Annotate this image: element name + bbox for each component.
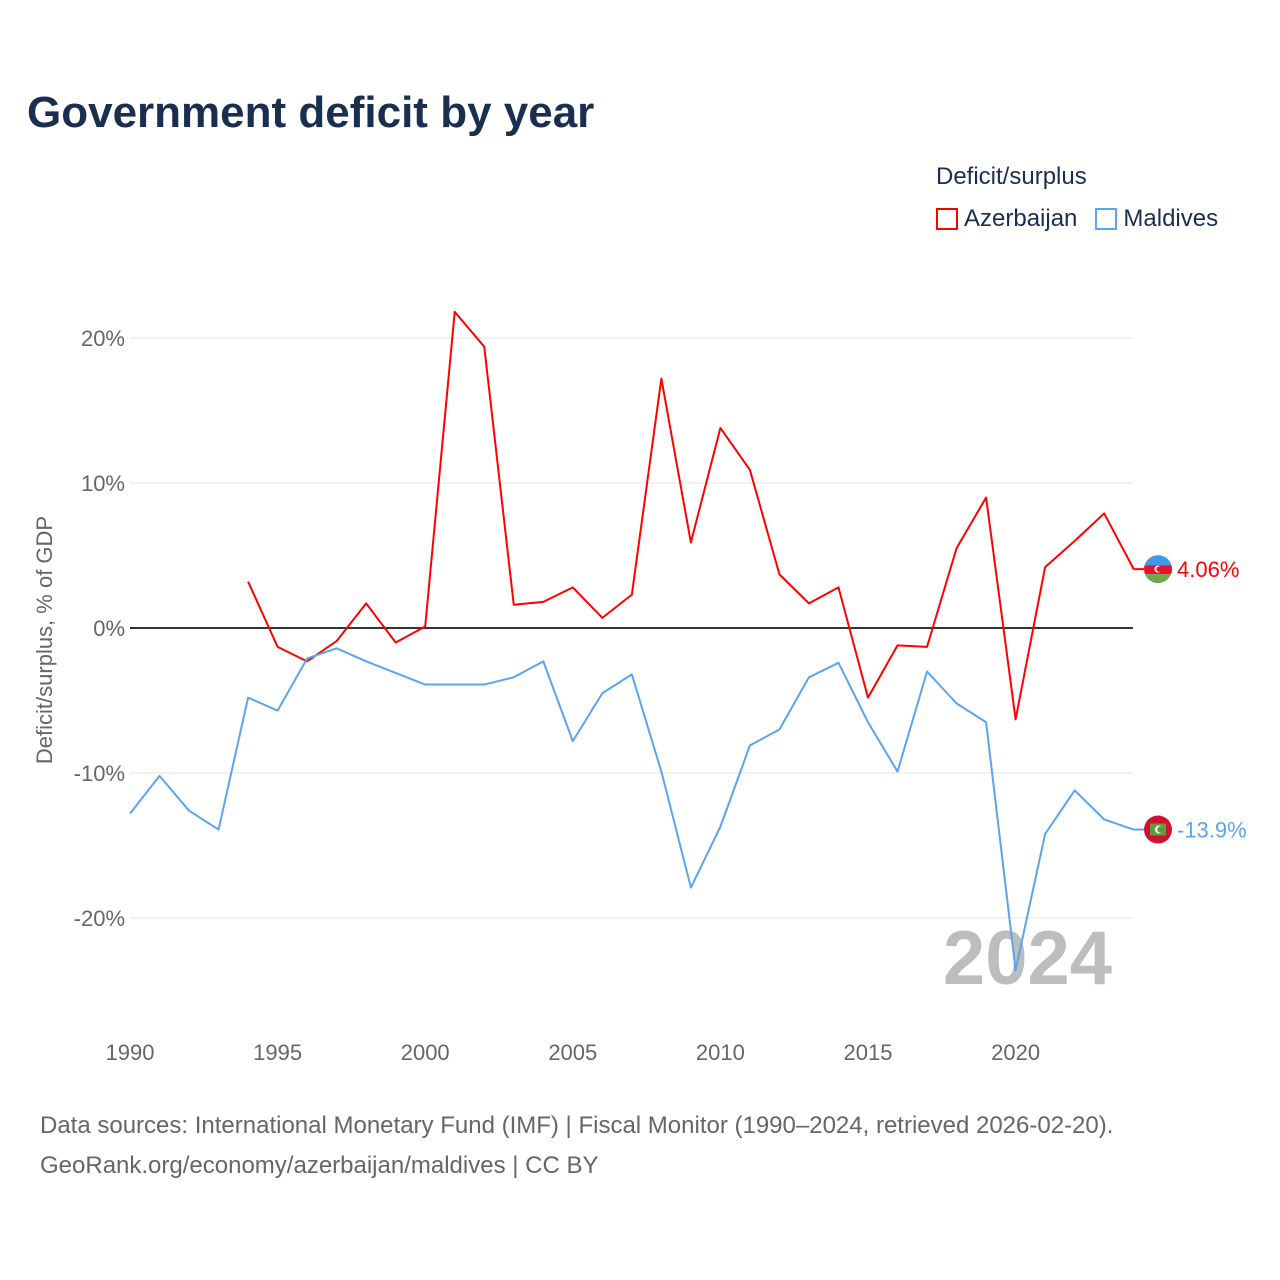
year-watermark: 2024 (943, 916, 1112, 1001)
x-tick-label: 2020 (991, 1040, 1040, 1065)
azerbaijan-flag-icon (1144, 555, 1172, 584)
legend-item-maldives[interactable]: Maldives (1095, 205, 1218, 233)
x-tick-label: 1995 (253, 1040, 302, 1065)
maldives-flag-icon (1144, 815, 1172, 844)
legend-swatch-icon (1095, 208, 1118, 230)
x-tick-label: 1990 (106, 1040, 155, 1065)
y-tick-label: 20% (81, 326, 125, 351)
legend-title: Deficit/surplus (936, 163, 1087, 190)
source-line-2[interactable]: GeoRank.org/economy/azerbaijan/maldives … (40, 1152, 599, 1179)
end-value-label: -13.9% (1177, 818, 1247, 843)
y-tick-label: -10% (74, 761, 125, 786)
x-tick-label: 2005 (548, 1040, 597, 1065)
legend-swatch-icon (936, 208, 958, 230)
y-tick-label: -20% (74, 906, 125, 931)
legend-item-azerbaijan[interactable]: Azerbaijan (936, 205, 1077, 233)
y-axis-label: Deficit/surplus, % of GDP (32, 516, 57, 764)
x-tick-label: 2015 (844, 1040, 893, 1065)
source-note: Data sources: International Monetary Fun… (40, 1106, 1113, 1186)
legend: Azerbaijan Maldives (936, 205, 1236, 233)
y-tick-label: 0% (93, 616, 125, 641)
series-line-azerbaijan (247, 310, 1135, 721)
chart-title: Government deficit by year (27, 88, 595, 137)
source-line-1: Data sources: International Monetary Fun… (40, 1112, 1114, 1139)
y-tick-label: 10% (81, 471, 125, 496)
x-tick-label: 2000 (401, 1040, 450, 1065)
legend-label: Maldives (1123, 205, 1219, 232)
end-value-label: 4.06% (1177, 557, 1239, 582)
legend-label: Azerbaijan (964, 205, 1078, 232)
x-tick-label: 2010 (696, 1040, 745, 1065)
